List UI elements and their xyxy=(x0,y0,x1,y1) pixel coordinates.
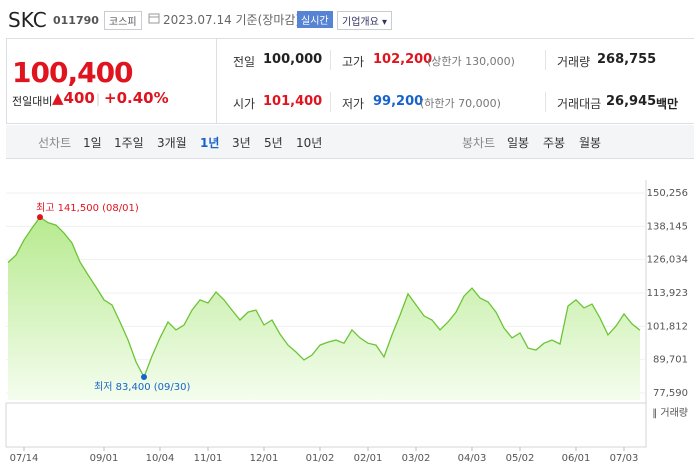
x-tick-label: 10/04 xyxy=(146,453,175,464)
tab[interactable]: 3년 xyxy=(232,136,251,150)
stock-name: SKC xyxy=(8,8,47,32)
x-tick-label: 07/03 xyxy=(610,453,639,464)
price-line xyxy=(7,216,641,379)
tab[interactable]: 5년 xyxy=(264,136,283,150)
y-tick-label: 89,701 xyxy=(653,355,688,366)
calendar-icon xyxy=(148,13,160,24)
realtime-badge[interactable]: 실시간 xyxy=(297,11,333,28)
company-info-label: 기업개요 xyxy=(342,17,379,28)
x-tick-label: 03/02 xyxy=(402,453,431,464)
annotation: 최저 83,400 (09/30) xyxy=(94,381,190,393)
stat-note: (상한가 130,000) xyxy=(427,55,515,68)
stat-value: 102,200 xyxy=(373,52,433,67)
stat-value: 100,000 xyxy=(263,52,323,67)
stat-value: 26,945 xyxy=(606,94,657,109)
tab[interactable]: 월봉 xyxy=(579,136,602,150)
tab-group-label: 선차트 xyxy=(38,136,72,150)
change-pct: +0.40% xyxy=(104,89,169,107)
y-tick-label: 150,256 xyxy=(647,188,688,199)
divider xyxy=(545,92,546,112)
x-tick-label: 07/14 xyxy=(10,453,39,464)
tab[interactable]: 1년 xyxy=(200,136,220,150)
tab[interactable]: 1주일 xyxy=(114,136,144,150)
price-area xyxy=(8,217,640,400)
stat-label: 거래량 xyxy=(557,55,591,69)
y-tick-label: 113,923 xyxy=(647,288,688,299)
separator: | xyxy=(96,92,101,106)
volume-panel xyxy=(5,402,647,448)
y-tick-label: 138,145 xyxy=(647,221,688,232)
price: 100,400 xyxy=(12,56,134,89)
stat-label: 전일 xyxy=(233,55,256,69)
change: ▲400 xyxy=(52,89,95,107)
x-tick-label: 06/01 xyxy=(562,453,591,464)
tab[interactable]: 3개월 xyxy=(157,136,187,150)
tab[interactable]: 1일 xyxy=(83,136,102,150)
x-tick-label: 02/01 xyxy=(354,453,383,464)
date: 2023.07.14 기준(장마감) xyxy=(163,13,301,27)
volume-label: ‖ 거래량 xyxy=(652,407,688,419)
x-tick-label: 12/01 xyxy=(250,453,279,464)
stat-value: 99,200 xyxy=(373,94,424,109)
tab-bar xyxy=(6,125,694,159)
x-tick-label: 11/01 xyxy=(194,453,223,464)
y-tick-label: 126,034 xyxy=(647,255,688,266)
change-value: 400 xyxy=(63,89,95,107)
x-tick-label: 04/03 xyxy=(458,453,487,464)
tab[interactable]: 일봉 xyxy=(507,136,530,150)
company-info-button[interactable]: 기업개요 ▾ xyxy=(337,11,393,30)
volume-label-text: 거래량 xyxy=(660,407,688,419)
x-tick-label: 09/01 xyxy=(90,453,119,464)
y-tick-label: 77,590 xyxy=(653,388,688,399)
stat-note: (하한가 70,000) xyxy=(420,97,501,110)
market-badge: 코스피 xyxy=(104,11,142,30)
tab[interactable]: 주봉 xyxy=(543,136,566,150)
tab-group-label: 봉차트 xyxy=(462,136,496,150)
x-tick-label: 01/02 xyxy=(306,453,335,464)
divider xyxy=(216,38,217,124)
divider xyxy=(545,50,546,70)
x-tick-label: 05/02 xyxy=(506,453,535,464)
y-tick-label: 101,812 xyxy=(647,321,688,332)
extreme-dot xyxy=(141,374,147,381)
stat-unit: 백만 xyxy=(656,97,679,111)
stat-label: 고가 xyxy=(342,55,365,69)
stat-value: 101,400 xyxy=(263,94,323,109)
stat-label: 시가 xyxy=(233,97,256,111)
stat-label: 저가 xyxy=(342,97,365,111)
change-label: 전일대비 xyxy=(12,95,53,108)
stock-code: 011790 xyxy=(53,14,99,27)
annotation: 최고 141,500 (08/01) xyxy=(36,202,139,214)
stat-label: 거래대금 xyxy=(557,97,602,111)
stat-value: 268,755 xyxy=(597,52,657,67)
tab[interactable]: 10년 xyxy=(296,136,323,150)
quote-box xyxy=(6,38,694,124)
extreme-dot xyxy=(37,214,43,221)
divider xyxy=(330,92,331,112)
divider xyxy=(330,50,331,70)
